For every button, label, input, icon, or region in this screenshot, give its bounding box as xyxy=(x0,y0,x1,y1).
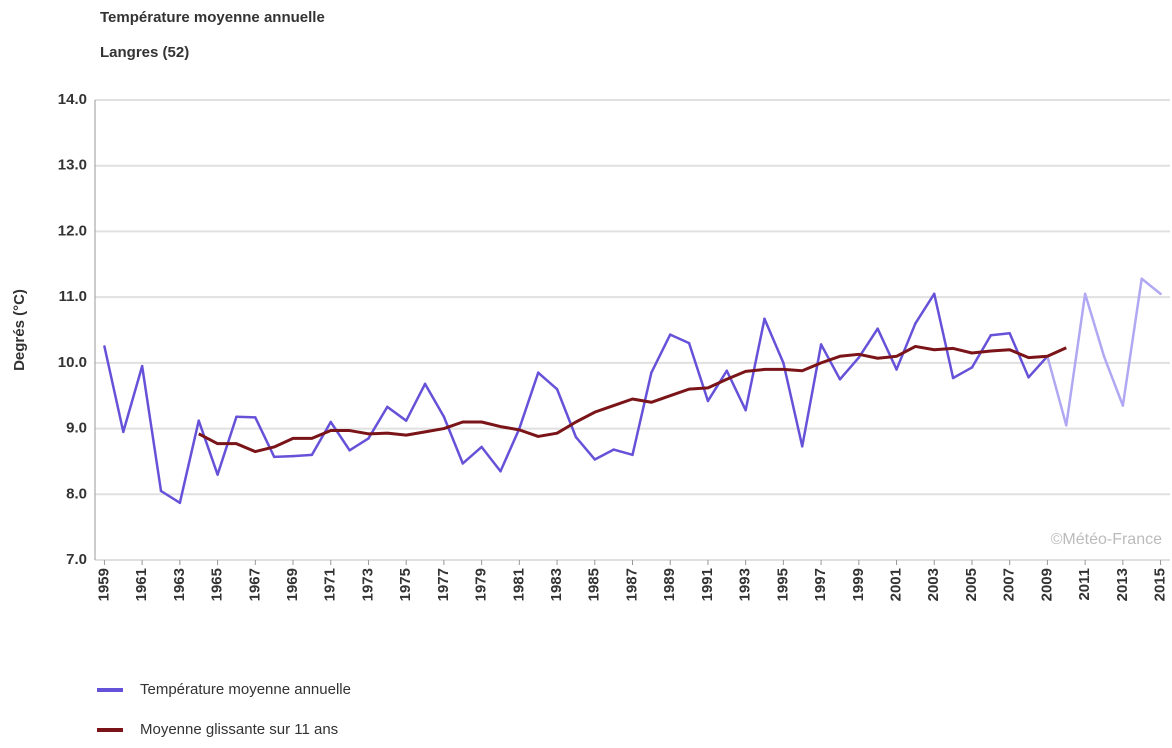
series-segment xyxy=(122,364,144,434)
y-axis-label: Degrés (°C) xyxy=(11,289,28,371)
x-tick-label: 2009 xyxy=(1038,568,1055,601)
y-tick-label: 14.0 xyxy=(58,91,87,108)
x-tick-label: 1959 xyxy=(95,568,112,601)
series-segment xyxy=(838,356,861,381)
series-segment xyxy=(1008,332,1030,379)
y-tick-label: 7.0 xyxy=(66,551,87,568)
series-segment xyxy=(951,366,974,380)
series-segment xyxy=(348,437,370,452)
series-segment xyxy=(291,453,314,458)
series-segment xyxy=(763,317,785,365)
series-segment xyxy=(687,341,710,403)
x-tick-label: 1973 xyxy=(359,568,376,601)
x-tick-label: 1999 xyxy=(850,568,867,601)
series-segment xyxy=(442,415,465,465)
x-tick-label: 1979 xyxy=(473,568,490,601)
series-segment xyxy=(555,387,578,439)
x-tick-label: 1993 xyxy=(737,568,754,601)
x-tick-label: 2013 xyxy=(1114,568,1131,601)
x-tick-label: 2003 xyxy=(925,568,942,601)
series-segment xyxy=(140,364,163,493)
series-segment xyxy=(989,332,1011,337)
series-segment xyxy=(631,371,653,457)
series-segment xyxy=(1046,355,1068,427)
series-segment xyxy=(593,448,615,461)
series-segment xyxy=(480,445,502,473)
series-segment xyxy=(254,416,276,459)
series-segment xyxy=(744,317,766,412)
series-segment xyxy=(1140,277,1162,296)
series-segment xyxy=(914,292,936,325)
x-tick-label: 1965 xyxy=(209,568,226,601)
x-tick-label: 2007 xyxy=(1001,568,1018,601)
y-tick-label: 13.0 xyxy=(58,157,87,174)
x-tick-label: 1987 xyxy=(623,568,640,601)
legend-label: Température moyenne annuelle xyxy=(140,681,351,698)
series-segment xyxy=(518,371,540,430)
x-tick-label: 2011 xyxy=(1076,568,1093,601)
x-tick-label: 1961 xyxy=(133,568,150,601)
x-tick-label: 1989 xyxy=(661,568,678,601)
series-segment xyxy=(782,361,804,448)
series-line xyxy=(198,344,1067,454)
series-segment xyxy=(536,371,559,391)
series-segment xyxy=(423,382,446,418)
series-segment xyxy=(329,420,351,452)
series-segment xyxy=(1083,292,1106,358)
legend-label: Moyenne glissante sur 11 ans xyxy=(140,721,338,738)
chart-title: Température moyenne annuelle xyxy=(100,9,325,26)
x-tick-label: 2015 xyxy=(1152,568,1169,601)
y-tick-label: 10.0 xyxy=(58,354,87,371)
series-segment xyxy=(650,333,672,374)
series-segment xyxy=(404,382,427,422)
x-tick-label: 1969 xyxy=(284,568,301,601)
series-segment xyxy=(1121,277,1143,407)
x-tick-label: 1981 xyxy=(510,568,527,601)
series-segment xyxy=(1102,355,1125,407)
x-tick-label: 1963 xyxy=(171,568,188,601)
series-segment xyxy=(216,415,238,476)
series-segment xyxy=(103,345,125,434)
x-tick-label: 1975 xyxy=(397,568,414,601)
x-tick-label: 1983 xyxy=(548,568,565,601)
series-segment xyxy=(933,292,955,380)
x-tick-label: 1971 xyxy=(322,568,339,601)
y-tick-label: 8.0 xyxy=(66,485,87,502)
watermark: ©Météo-France xyxy=(1051,531,1162,548)
series-segment xyxy=(800,343,823,448)
series-segment xyxy=(310,420,332,457)
series-segment xyxy=(197,419,219,476)
x-tick-label: 1995 xyxy=(774,568,791,601)
series-segment xyxy=(612,448,634,457)
y-tick-label: 11.0 xyxy=(59,288,87,305)
x-tick-label: 1991 xyxy=(699,568,716,601)
x-tick-label: 1977 xyxy=(435,568,452,601)
x-tick-label: 1997 xyxy=(812,568,829,601)
series-segment xyxy=(461,445,483,465)
series-segment xyxy=(706,369,729,403)
y-tick-label: 9.0 xyxy=(66,420,87,437)
series-segment xyxy=(819,343,842,381)
series-segment xyxy=(235,415,257,419)
x-tick-label: 2001 xyxy=(888,568,905,601)
series-segment xyxy=(668,333,691,345)
series-segment xyxy=(895,322,917,371)
x-tick-label: 1967 xyxy=(246,568,263,601)
series-segment xyxy=(178,419,200,505)
series-segment xyxy=(1065,292,1087,427)
x-tick-label: 2005 xyxy=(963,568,980,601)
series-segment xyxy=(1027,355,1049,379)
series-segment xyxy=(857,327,879,359)
series-segment xyxy=(386,405,408,422)
series-segment xyxy=(499,427,521,473)
series-segment xyxy=(272,454,295,459)
series-segment xyxy=(574,435,597,461)
x-tick-label: 1985 xyxy=(586,568,603,601)
series-segment xyxy=(159,489,182,505)
series-segment xyxy=(876,327,898,371)
y-tick-label: 12.0 xyxy=(58,222,87,239)
chart-subtitle: Langres (52) xyxy=(100,44,189,61)
